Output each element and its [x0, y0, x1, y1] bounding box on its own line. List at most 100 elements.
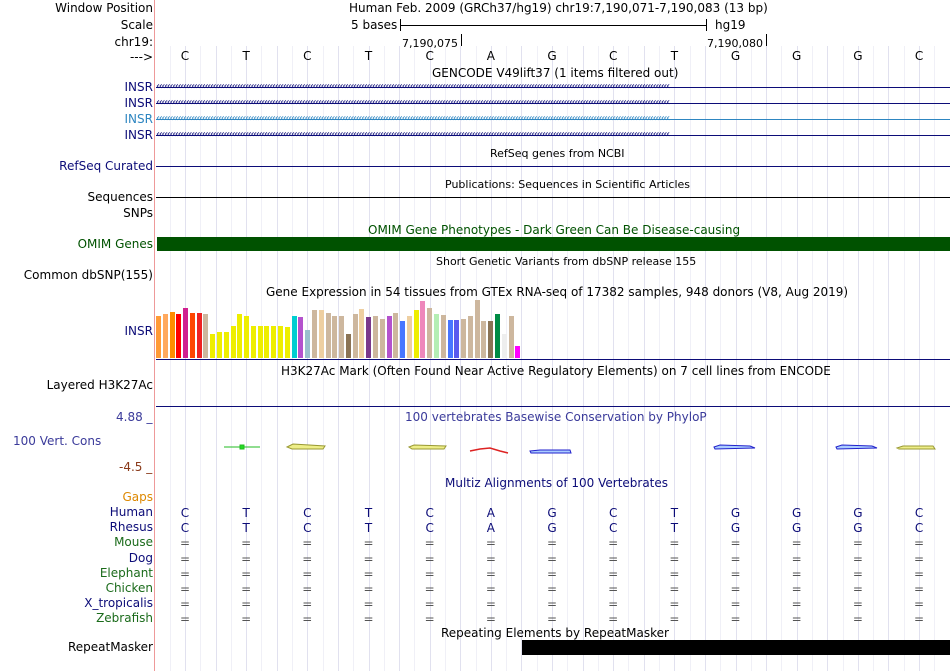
gtex-tissue-bar[interactable]: [475, 300, 480, 358]
gtex-tissue-bar[interactable]: [441, 315, 446, 358]
gtex-tissue-bar[interactable]: [427, 308, 432, 358]
species-label[interactable]: Rhesus: [109, 520, 153, 535]
gencode-transcript-line[interactable]: [156, 87, 950, 88]
gtex-tissue-bar[interactable]: [400, 321, 405, 358]
gtex-tissue-bar[interactable]: [298, 317, 303, 358]
gencode-transcript-line[interactable]: [156, 119, 950, 120]
species-label[interactable]: Chicken: [105, 581, 153, 595]
gtex-tissue-bar[interactable]: [237, 314, 242, 358]
alignment-base: =: [914, 612, 925, 627]
gridline: [705, 46, 706, 671]
gtex-tissue-bar[interactable]: [264, 326, 269, 358]
gtex-tissue-bar[interactable]: [502, 334, 507, 358]
omim-bar[interactable]: [157, 237, 950, 251]
gtex-tissue-bar[interactable]: [156, 316, 161, 358]
gtex-tissue-bar[interactable]: [278, 326, 283, 358]
gtex-tissue-bar[interactable]: [251, 326, 256, 358]
species-label[interactable]: Human: [109, 505, 153, 519]
gtex-tissue-bar[interactable]: [468, 316, 473, 358]
gtex-tissue-bar[interactable]: [420, 301, 425, 358]
gtex-tissue-bar[interactable]: [231, 326, 236, 358]
species-label[interactable]: X_tropicalis: [84, 596, 153, 611]
gtex-tissue-bar[interactable]: [176, 314, 181, 358]
gtex-tissue-bar[interactable]: [353, 314, 358, 358]
gtex-tissue-bar[interactable]: [366, 317, 371, 358]
gtex-tissue-bar[interactable]: [224, 332, 229, 358]
strand-arrows: ‹‹‹‹‹‹‹‹‹‹‹‹‹‹‹‹‹‹‹‹‹‹‹‹‹‹‹‹‹‹‹‹‹‹‹‹‹‹‹‹…: [156, 97, 670, 108]
gtex-tissue-bar[interactable]: [271, 326, 276, 358]
gtex-tissue-bar[interactable]: [448, 320, 453, 358]
alignment-base: =: [179, 566, 191, 581]
gtex-tissue-bar[interactable]: [454, 320, 459, 358]
species-label[interactable]: Dog: [128, 550, 153, 565]
gtex-tissue-bar[interactable]: [244, 316, 249, 358]
label-repeatmasker[interactable]: RepeatMasker: [67, 640, 153, 654]
gtex-tissue-bar[interactable]: [373, 316, 378, 358]
label-100-vert-cons[interactable]: 100 Vert. Cons: [13, 434, 102, 448]
gtex-tissue-bar[interactable]: [258, 326, 263, 358]
label-omim-genes[interactable]: OMIM Genes: [77, 237, 153, 251]
gtex-tissue-bar[interactable]: [197, 313, 202, 358]
gtex-tissue-bar[interactable]: [210, 334, 215, 358]
gtex-tissue-bar[interactable]: [312, 310, 317, 358]
gtex-tissue-bar[interactable]: [217, 332, 222, 358]
alignment-base: =: [363, 566, 374, 581]
gtex-bar-chart[interactable]: [156, 300, 536, 358]
gtex-tissue-bar[interactable]: [488, 321, 493, 358]
label-gaps[interactable]: Gaps: [122, 490, 153, 504]
gridline: [292, 46, 293, 671]
ruler-tick-left: [461, 34, 462, 46]
label-common-dbsnp[interactable]: Common dbSNP(155): [23, 268, 153, 282]
alignment-base: =: [669, 612, 680, 627]
label-gtex-insr[interactable]: INSR: [124, 324, 153, 338]
gtex-tissue-bar[interactable]: [203, 314, 208, 358]
species-label[interactable]: Elephant: [99, 565, 153, 580]
gtex-tissue-bar[interactable]: [481, 321, 486, 358]
alignment-base: =: [546, 582, 558, 596]
gridline: [506, 46, 507, 671]
species-label[interactable]: Zebrafish: [96, 611, 153, 626]
gtex-tissue-bar[interactable]: [393, 313, 398, 358]
gtex-tissue-bar[interactable]: [305, 330, 310, 358]
gencode-item-label[interactable]: INSR: [124, 128, 153, 142]
gtex-tissue-bar[interactable]: [285, 327, 290, 358]
gtex-tissue-bar[interactable]: [183, 308, 188, 358]
repeatmasker-element[interactable]: [522, 640, 950, 655]
gtex-tissue-bar[interactable]: [434, 314, 439, 358]
gridline: [904, 46, 905, 671]
alignment-base: =: [424, 551, 435, 566]
gtex-tissue-bar[interactable]: [170, 312, 175, 358]
gtex-tissue-bar[interactable]: [190, 313, 195, 358]
gencode-transcript-line[interactable]: [156, 135, 950, 136]
gtex-tissue-bar[interactable]: [292, 316, 297, 358]
gtex-tissue-bar[interactable]: [326, 313, 331, 358]
alignment-base: =: [914, 536, 925, 551]
gtex-tissue-bar[interactable]: [332, 316, 337, 358]
label-refseq-curated[interactable]: RefSeq Curated: [59, 159, 153, 173]
gtex-tissue-bar[interactable]: [387, 316, 392, 358]
gtex-tissue-bar[interactable]: [319, 310, 324, 358]
gridline: [216, 46, 217, 671]
gtex-tissue-bar[interactable]: [359, 309, 364, 358]
gtex-tissue-bar[interactable]: [515, 346, 520, 358]
gtex-tissue-bar[interactable]: [461, 319, 466, 358]
gencode-item-label[interactable]: INSR: [124, 112, 153, 126]
gencode-item-label[interactable]: INSR: [124, 96, 153, 110]
gencode-transcript-line[interactable]: [156, 103, 950, 104]
alignment-base: T: [242, 521, 250, 536]
alignment-base: G: [547, 506, 557, 520]
gtex-tissue-bar[interactable]: [414, 310, 419, 358]
label-layered-h3k27ac[interactable]: Layered H3K27Ac: [46, 378, 153, 392]
gtex-tissue-bar[interactable]: [163, 314, 168, 358]
gtex-tissue-bar[interactable]: [495, 314, 500, 358]
gtex-tissue-bar[interactable]: [346, 334, 351, 358]
species-label[interactable]: Mouse: [114, 535, 153, 550]
gtex-tissue-bar[interactable]: [509, 316, 514, 358]
label-sequences[interactable]: Sequences: [87, 190, 153, 204]
gtex-tissue-bar[interactable]: [380, 319, 385, 358]
gtex-tissue-bar[interactable]: [339, 316, 344, 358]
gencode-item-label[interactable]: INSR: [124, 80, 153, 94]
gtex-tissue-bar[interactable]: [407, 316, 412, 358]
label-snps[interactable]: SNPs: [123, 206, 153, 220]
